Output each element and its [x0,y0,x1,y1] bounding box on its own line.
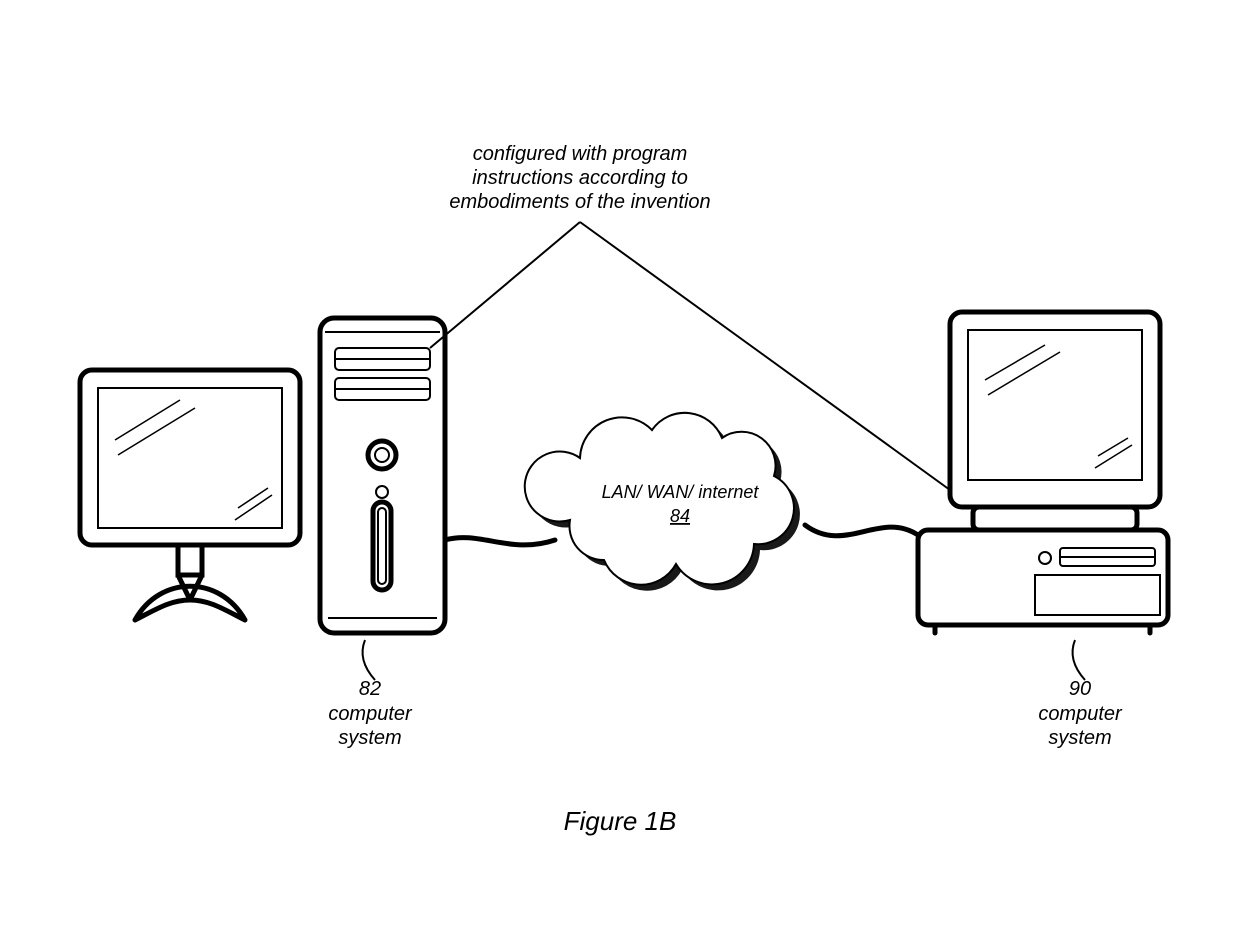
figure-caption: Figure 1B [564,806,677,836]
left-system-ref: 82 [359,678,381,700]
cloud-label: LAN/ WAN/ internet [602,482,760,502]
annotation-leader-0 [430,222,580,348]
left-system-label: computersystem [328,703,413,749]
right-system-callout: 90 computersystem [1038,640,1123,749]
cloud-ref: 84 [670,506,690,526]
monitor-left [80,370,300,620]
cable-right [805,525,918,536]
network-cloud: LAN/ WAN/ internet 84 [525,413,800,591]
right-system-label: computersystem [1038,703,1123,749]
right-system-ref: 90 [1069,678,1091,700]
desktop-right [918,312,1168,633]
cable-left [445,538,555,545]
tower-pc [320,318,445,633]
patent-figure-diagram: configured with programinstructions acco… [0,0,1240,948]
left-system-callout: 82 computersystem [328,640,413,749]
annotation-text: configured with programinstructions acco… [449,143,710,213]
